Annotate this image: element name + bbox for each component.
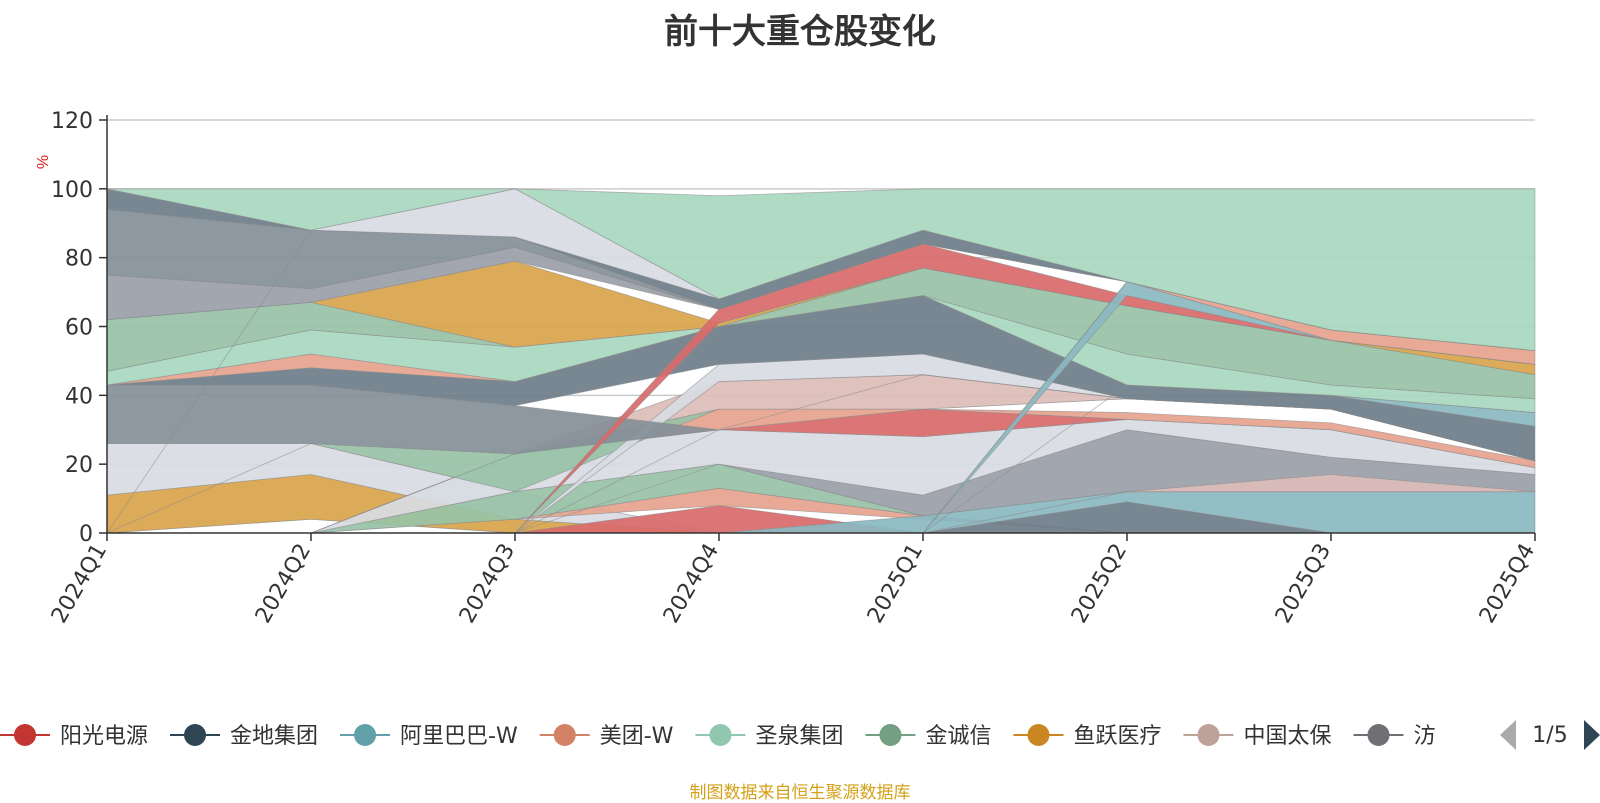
legend-label: 美团-W: [600, 724, 674, 749]
triangle-left-icon[interactable]: [1500, 720, 1516, 750]
legend-item[interactable]: 圣泉集团: [695, 724, 843, 749]
y-tick-label: 20: [65, 453, 93, 478]
legend-label: 阿里巴巴-W: [400, 724, 518, 749]
x-tick-label: 2025Q1: [863, 540, 928, 628]
legend-dot-swatch: [1367, 724, 1390, 746]
y-tick-label: 120: [51, 109, 93, 134]
y-tick-label: 100: [51, 178, 93, 203]
legend-dot-swatch: [879, 724, 902, 746]
area-band-8: [107, 429, 1536, 534]
x-tick-label: 2024Q4: [659, 540, 724, 628]
x-tick-label: 2024Q3: [455, 540, 520, 628]
legend-label: 圣泉集团: [755, 724, 843, 749]
legend-pager: 1/5: [1500, 720, 1600, 750]
area-band-22: [106, 260, 1536, 376]
legend-label: 金诚信: [925, 724, 991, 749]
legend-page-indicator: 1/5: [1532, 723, 1567, 748]
x-tick-label: 2024Q2: [251, 540, 316, 628]
legend-item[interactable]: 阳光电源: [0, 724, 148, 749]
chart-title: 前十大重仓股变化: [664, 12, 936, 52]
legend-item[interactable]: 中国太保: [1183, 724, 1332, 749]
legend-label: 鱼跃医疗: [1073, 724, 1161, 749]
legend-label: 中国太保: [1243, 724, 1331, 749]
legend-dot-swatch: [1027, 724, 1050, 746]
x-tick-label: 2025Q4: [1475, 540, 1540, 628]
y-tick-label: 0: [79, 522, 93, 547]
legend: 阳光电源 金地集团 阿里巴巴-W 美团-W 圣泉集团 金诚信 鱼跃医疗 中国太保 汸 1/5: [0, 720, 1600, 750]
legend-item[interactable]: 金诚信: [865, 724, 991, 749]
legend-dot-swatch: [1197, 724, 1220, 746]
legend-item[interactable]: 汸: [1353, 724, 1436, 749]
legend-dot-swatch: [184, 724, 207, 746]
y-tick-label: 80: [65, 247, 93, 272]
area-band-30: [106, 188, 1536, 352]
legend-label: 阳光电源: [60, 724, 148, 749]
legend-dot-swatch: [354, 724, 377, 746]
legend-item[interactable]: 鱼跃医疗: [1013, 724, 1161, 749]
area-series: [106, 188, 1536, 534]
legend-item[interactable]: 阿里巴巴-W: [340, 724, 518, 749]
legend-label: 金地集团: [230, 724, 318, 749]
y-tick-label: 60: [65, 316, 93, 341]
x-tick-label: 2025Q3: [1271, 540, 1336, 628]
legend-label: 汸: [1414, 724, 1436, 749]
legend-dot-swatch: [14, 724, 36, 746]
legend-item[interactable]: 金地集团: [170, 724, 318, 749]
y-axis-unit-label: %: [35, 155, 52, 169]
x-tick-label: 2024Q1: [47, 540, 112, 628]
source-note: 制图数据来自恒生聚源数据库: [689, 783, 911, 803]
y-tick-label: 40: [65, 384, 93, 409]
legend-dot-swatch: [709, 724, 732, 746]
legend-item[interactable]: 美团-W: [539, 724, 674, 749]
legend-dot-swatch: [553, 724, 576, 746]
triangle-right-icon[interactable]: [1584, 720, 1600, 750]
x-tick-label: 2025Q2: [1067, 540, 1132, 628]
